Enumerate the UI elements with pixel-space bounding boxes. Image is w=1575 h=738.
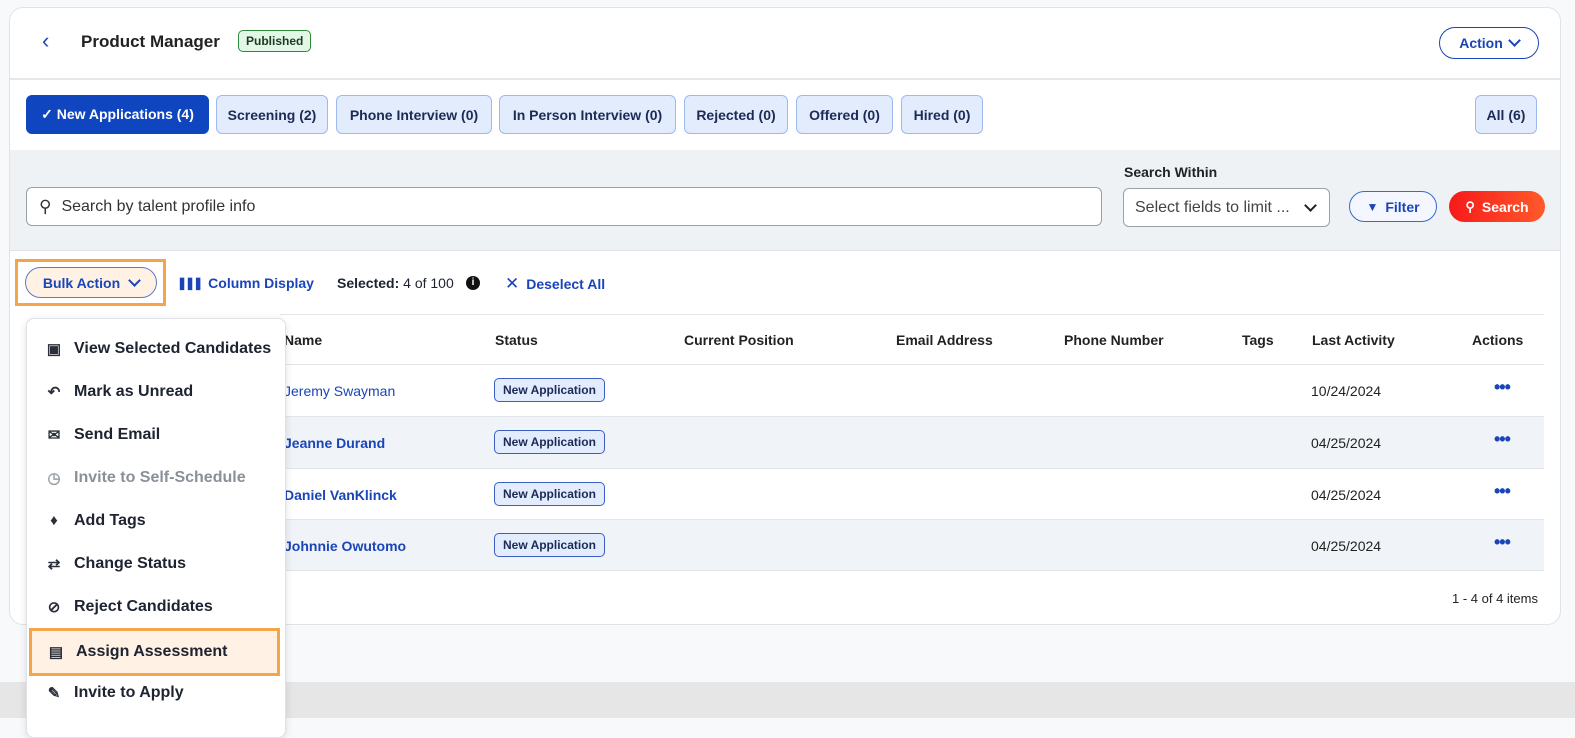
column-header-phone[interactable]: Phone Number — [1064, 332, 1164, 348]
bulk-action-menu: ▣ View Selected Candidates ↶ Mark as Unrea… — [26, 318, 286, 738]
last-activity: 04/25/2024 — [1311, 538, 1382, 554]
selected-count: Selected: 4 of 100 — [337, 275, 454, 291]
search-button[interactable]: ⚲ Search — [1449, 191, 1545, 222]
menu-item-label: Invite to Self-Schedule — [74, 468, 246, 486]
deselect-all-label: Deselect All — [526, 276, 606, 292]
info-icon[interactable]: i — [466, 276, 480, 290]
candidate-name-link[interactable]: Jeanne Durand — [284, 435, 386, 451]
menu-item-label: View Selected Candidates — [74, 339, 272, 357]
bulk-action-highlight — [15, 259, 166, 306]
column-header-current-position[interactable]: Current Position — [684, 332, 794, 348]
search-within-placeholder: Select fields to limit ... — [1135, 198, 1290, 216]
column-header-name[interactable]: Name — [284, 332, 323, 348]
more-actions-icon[interactable]: ••• — [1494, 481, 1511, 501]
last-activity: 04/25/2024 — [1311, 487, 1382, 503]
column-display-button[interactable]: ❚❚❚ Column Display — [177, 273, 314, 293]
ban-icon: ⊘ — [47, 598, 61, 616]
divider — [10, 78, 1560, 80]
divider — [280, 314, 1544, 315]
filter-button[interactable]: ▼ Filter — [1349, 191, 1437, 222]
menu-item-label: Invite to Apply — [74, 683, 184, 701]
candidate-name-link[interactable]: Jeremy Swayman — [284, 383, 396, 399]
last-activity: 10/24/2024 — [1311, 383, 1382, 399]
candidate-name-link[interactable]: Daniel VanKlinck — [284, 487, 397, 503]
column-header-tags[interactable]: Tags — [1242, 332, 1274, 348]
tab-all[interactable]: All (6) — [1475, 95, 1537, 134]
candidate-name-link[interactable]: Johnnie Owutomo — [284, 538, 407, 554]
column-header-email[interactable]: Email Address — [896, 332, 993, 348]
tab-hired[interactable]: Hired (0) — [901, 95, 983, 134]
calendar-clock-icon: ◷ — [47, 469, 61, 487]
columns-icon: ❚❚❚ — [177, 276, 203, 290]
bulk-action-label: Bulk Action — [42, 274, 121, 291]
pagination-info: 1 - 4 of 4 items — [1452, 591, 1538, 606]
column-header-last-activity[interactable]: Last Activity — [1312, 332, 1395, 348]
envelope-icon: ✉ — [47, 426, 61, 444]
menu-item-label: Mark as Unread — [74, 382, 194, 400]
chevron-down-icon — [1304, 198, 1317, 212]
tab-phone-interview[interactable]: Phone Interview (0) — [336, 95, 492, 134]
menu-item-mark-as-unread[interactable]: ↶ Mark as Unread — [27, 370, 285, 413]
status-badge: New Application — [494, 430, 605, 454]
menu-item-label: Reject Candidates — [74, 597, 213, 615]
menu-item-view-selected-candidates[interactable]: ▣ View Selected Candidates — [27, 327, 285, 370]
menu-item-invite-to-apply[interactable]: ✎ Invite to Apply — [27, 671, 285, 714]
menu-item-add-tags[interactable]: ♦ Add Tags — [27, 499, 285, 542]
selected-label: Selected: — [337, 275, 400, 291]
menu-item-send-email[interactable]: ✉ Send Email — [27, 413, 285, 456]
chevron-down-icon — [128, 273, 141, 287]
filter-icon: ▼ — [1366, 199, 1379, 214]
chevron-down-icon — [1507, 34, 1521, 47]
contact-book-icon: ▣ — [46, 340, 62, 358]
action-button[interactable]: Action — [1439, 27, 1539, 59]
status-badge: New Application — [494, 533, 605, 557]
back-chevron-icon[interactable]: ‹ — [42, 28, 50, 53]
menu-item-label: Assign Assessment — [76, 643, 228, 660]
deselect-all-button[interactable]: ✕ Deselect All — [505, 273, 605, 295]
tab-rejected[interactable]: Rejected (0) — [684, 95, 788, 134]
menu-item-reject-candidates[interactable]: ⊘ Reject Candidates — [27, 585, 285, 628]
document-edit-icon: ✎ — [47, 684, 61, 702]
swap-arrows-icon: ⇄ — [47, 555, 61, 573]
menu-item-change-status[interactable]: ⇄ Change Status — [27, 542, 285, 585]
tab-in-person-interview[interactable]: In Person Interview (0) — [499, 95, 676, 134]
selected-value: 4 of 100 — [403, 275, 454, 291]
more-actions-icon[interactable]: ••• — [1494, 377, 1511, 397]
search-input[interactable]: ⚲ Search by talent profile info — [26, 187, 1102, 226]
bulk-action-button[interactable]: Bulk Action — [25, 267, 157, 298]
status-badge: New Application — [494, 378, 605, 402]
menu-item-label: Add Tags — [74, 511, 146, 529]
status-badge: Published — [238, 30, 312, 52]
search-icon: ⚲ — [39, 196, 52, 216]
tag-icon: ♦ — [50, 512, 58, 529]
column-display-label: Column Display — [208, 275, 314, 291]
search-panel: ⚲ Search by talent profile info Search W… — [10, 150, 1560, 251]
table-row[interactable]: Daniel VanKlinck New Application 04/25/2… — [26, 468, 1544, 520]
search-icon: ⚲ — [1465, 198, 1475, 214]
table-row[interactable]: Jeremy Swayman New Application 10/24/202… — [26, 364, 1544, 416]
assessment-icon: ▤ — [48, 644, 64, 661]
filter-label: Filter — [1385, 198, 1420, 215]
column-header-actions: Actions — [1472, 332, 1524, 348]
more-actions-icon[interactable]: ••• — [1494, 429, 1511, 449]
page-title: Product Manager — [81, 32, 220, 51]
tab-screening[interactable]: Screening (2) — [216, 95, 328, 134]
search-within-label: Search Within — [1124, 164, 1218, 180]
close-icon: ✕ — [505, 274, 520, 293]
search-placeholder: Search by talent profile info — [61, 197, 256, 215]
column-header-status[interactable]: Status — [495, 332, 538, 348]
action-label: Action — [1459, 35, 1503, 51]
menu-item-invite-to-self-schedule: ◷ Invite to Self-Schedule — [27, 456, 285, 499]
tab-new-applications[interactable]: ✓ New Applications (4) — [26, 95, 209, 134]
menu-item-assign-assessment[interactable]: ▤ Assign Assessment — [29, 628, 280, 676]
menu-item-label: Change Status — [74, 554, 187, 572]
tab-offered[interactable]: Offered (0) — [796, 95, 893, 134]
last-activity: 04/25/2024 — [1311, 435, 1382, 451]
search-within-select[interactable]: Select fields to limit ... — [1123, 188, 1330, 227]
more-actions-icon[interactable]: ••• — [1494, 532, 1511, 552]
search-label: Search — [1481, 198, 1529, 215]
menu-item-label: Send Email — [74, 425, 161, 443]
status-badge: New Application — [494, 482, 605, 506]
reply-icon: ↶ — [47, 383, 61, 401]
